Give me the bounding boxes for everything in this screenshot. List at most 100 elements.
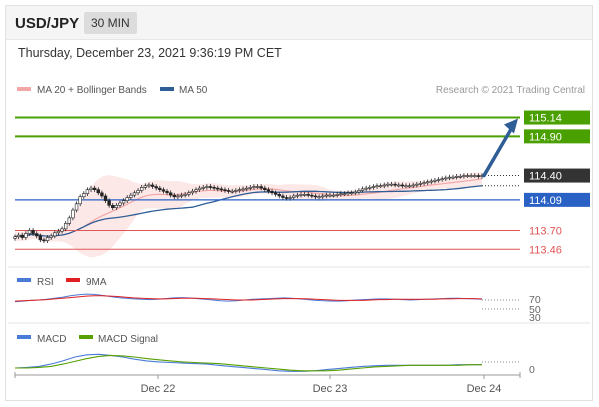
- candle-body: [67, 217, 72, 224]
- macd-signal-legend-swatch: [79, 335, 93, 339]
- candle-body: [328, 194, 332, 197]
- candle-body: [440, 178, 444, 180]
- candle-body: [476, 175, 481, 177]
- last-price-tag: [524, 168, 590, 183]
- candle-body: [339, 193, 343, 195]
- candle-body: [103, 195, 108, 201]
- candle-body: [447, 176, 452, 179]
- candle-body: [111, 205, 115, 209]
- candle-body: [407, 185, 412, 188]
- macd-signal-line: [15, 354, 482, 372]
- candle-body: [24, 233, 28, 238]
- candle-body: [248, 187, 253, 189]
- candle-body: [433, 179, 437, 182]
- candle-body: [150, 184, 155, 187]
- candle-body: [422, 182, 426, 184]
- rsi-legend-swatch: [17, 278, 31, 282]
- candle-body: [31, 230, 35, 234]
- candle-body: [241, 188, 245, 191]
- candle-body: [49, 235, 53, 238]
- candle-body: [335, 194, 339, 196]
- macd-line: [14, 353, 482, 372]
- candle-body: [389, 183, 394, 186]
- rsi-ma-line: [14, 295, 483, 302]
- candle-body: [360, 188, 365, 191]
- rsi-line: [14, 293, 483, 303]
- candle-body: [136, 190, 140, 194]
- time-axis-label: Dec 22: [141, 383, 176, 395]
- candle-body: [20, 234, 24, 238]
- candle-body: [473, 175, 477, 177]
- candle-body: [197, 187, 202, 190]
- candle-body: [386, 183, 390, 186]
- candle-body: [85, 189, 90, 194]
- candle-body: [444, 177, 448, 180]
- candle-body: [324, 194, 329, 197]
- time-axis-label: Dec 23: [313, 383, 348, 395]
- macd-legend-swatch: [17, 335, 31, 339]
- candle-body: [284, 197, 289, 199]
- candle-body: [147, 184, 151, 187]
- symbol-label: USD/JPY: [15, 15, 80, 32]
- candle-body: [154, 186, 158, 189]
- rsi-ma-legend-label: 9MA: [86, 277, 107, 288]
- candle-body: [302, 194, 307, 196]
- candle-body: [230, 190, 234, 193]
- candle-body: [183, 194, 187, 196]
- candle-body: [129, 194, 133, 198]
- candle-body: [252, 186, 256, 188]
- candle-body: [404, 185, 408, 188]
- candle-body: [165, 190, 169, 194]
- candle-body: [458, 176, 462, 178]
- candle-body: [212, 187, 216, 189]
- last-price-label: 114.40: [529, 171, 562, 183]
- candle-body: [114, 205, 119, 209]
- rsi-ma-legend-swatch: [66, 278, 80, 282]
- candle-body: [255, 186, 260, 188]
- candle-body: [462, 175, 466, 177]
- candle-body: [400, 184, 405, 187]
- timeframe-badge[interactable]: 30 MIN: [84, 12, 137, 34]
- candle-body: [469, 175, 473, 177]
- candle-body: [364, 187, 368, 190]
- candle-body: [140, 187, 144, 191]
- candle-body: [216, 187, 220, 190]
- candle-body: [92, 187, 97, 190]
- candle-body: [96, 189, 100, 194]
- candle-body: [306, 194, 310, 196]
- candle-body: [143, 185, 148, 188]
- candle-body: [226, 190, 231, 192]
- candle-body: [382, 184, 386, 187]
- candle-body: [45, 237, 50, 241]
- candle-body: [281, 195, 285, 198]
- candle-body: [208, 186, 213, 188]
- candle-body: [121, 200, 126, 204]
- candle-body: [357, 190, 361, 193]
- candle-body: [194, 189, 198, 192]
- candle-body: [277, 194, 281, 197]
- candle-body: [313, 195, 318, 198]
- candle-body: [56, 230, 61, 234]
- candle-body: [425, 181, 430, 184]
- macd-zero-label: 0: [529, 364, 535, 376]
- candle-body: [244, 187, 249, 190]
- candle-body: [397, 184, 401, 187]
- candle-body: [132, 192, 137, 196]
- ma50-legend-swatch: [160, 87, 174, 91]
- macd-legend-label: MACD: [37, 334, 66, 345]
- candle-body: [42, 239, 46, 242]
- resistance-1-tag: [524, 129, 590, 144]
- candle-body: [125, 197, 129, 201]
- candle-body: [27, 230, 32, 234]
- chart-header: USD/JPY 30 MIN: [6, 6, 592, 40]
- candle-body: [201, 187, 205, 189]
- pivot-tag: [524, 192, 590, 207]
- candle-body: [53, 232, 57, 237]
- candle-body: [82, 193, 86, 198]
- ma50-line: [14, 185, 483, 238]
- candle-body: [13, 236, 17, 239]
- ma20-legend-label: MA 20 + Bollinger Bands: [37, 85, 147, 96]
- candle-body: [179, 194, 184, 197]
- candle-body: [263, 187, 267, 190]
- candle-body: [172, 194, 176, 198]
